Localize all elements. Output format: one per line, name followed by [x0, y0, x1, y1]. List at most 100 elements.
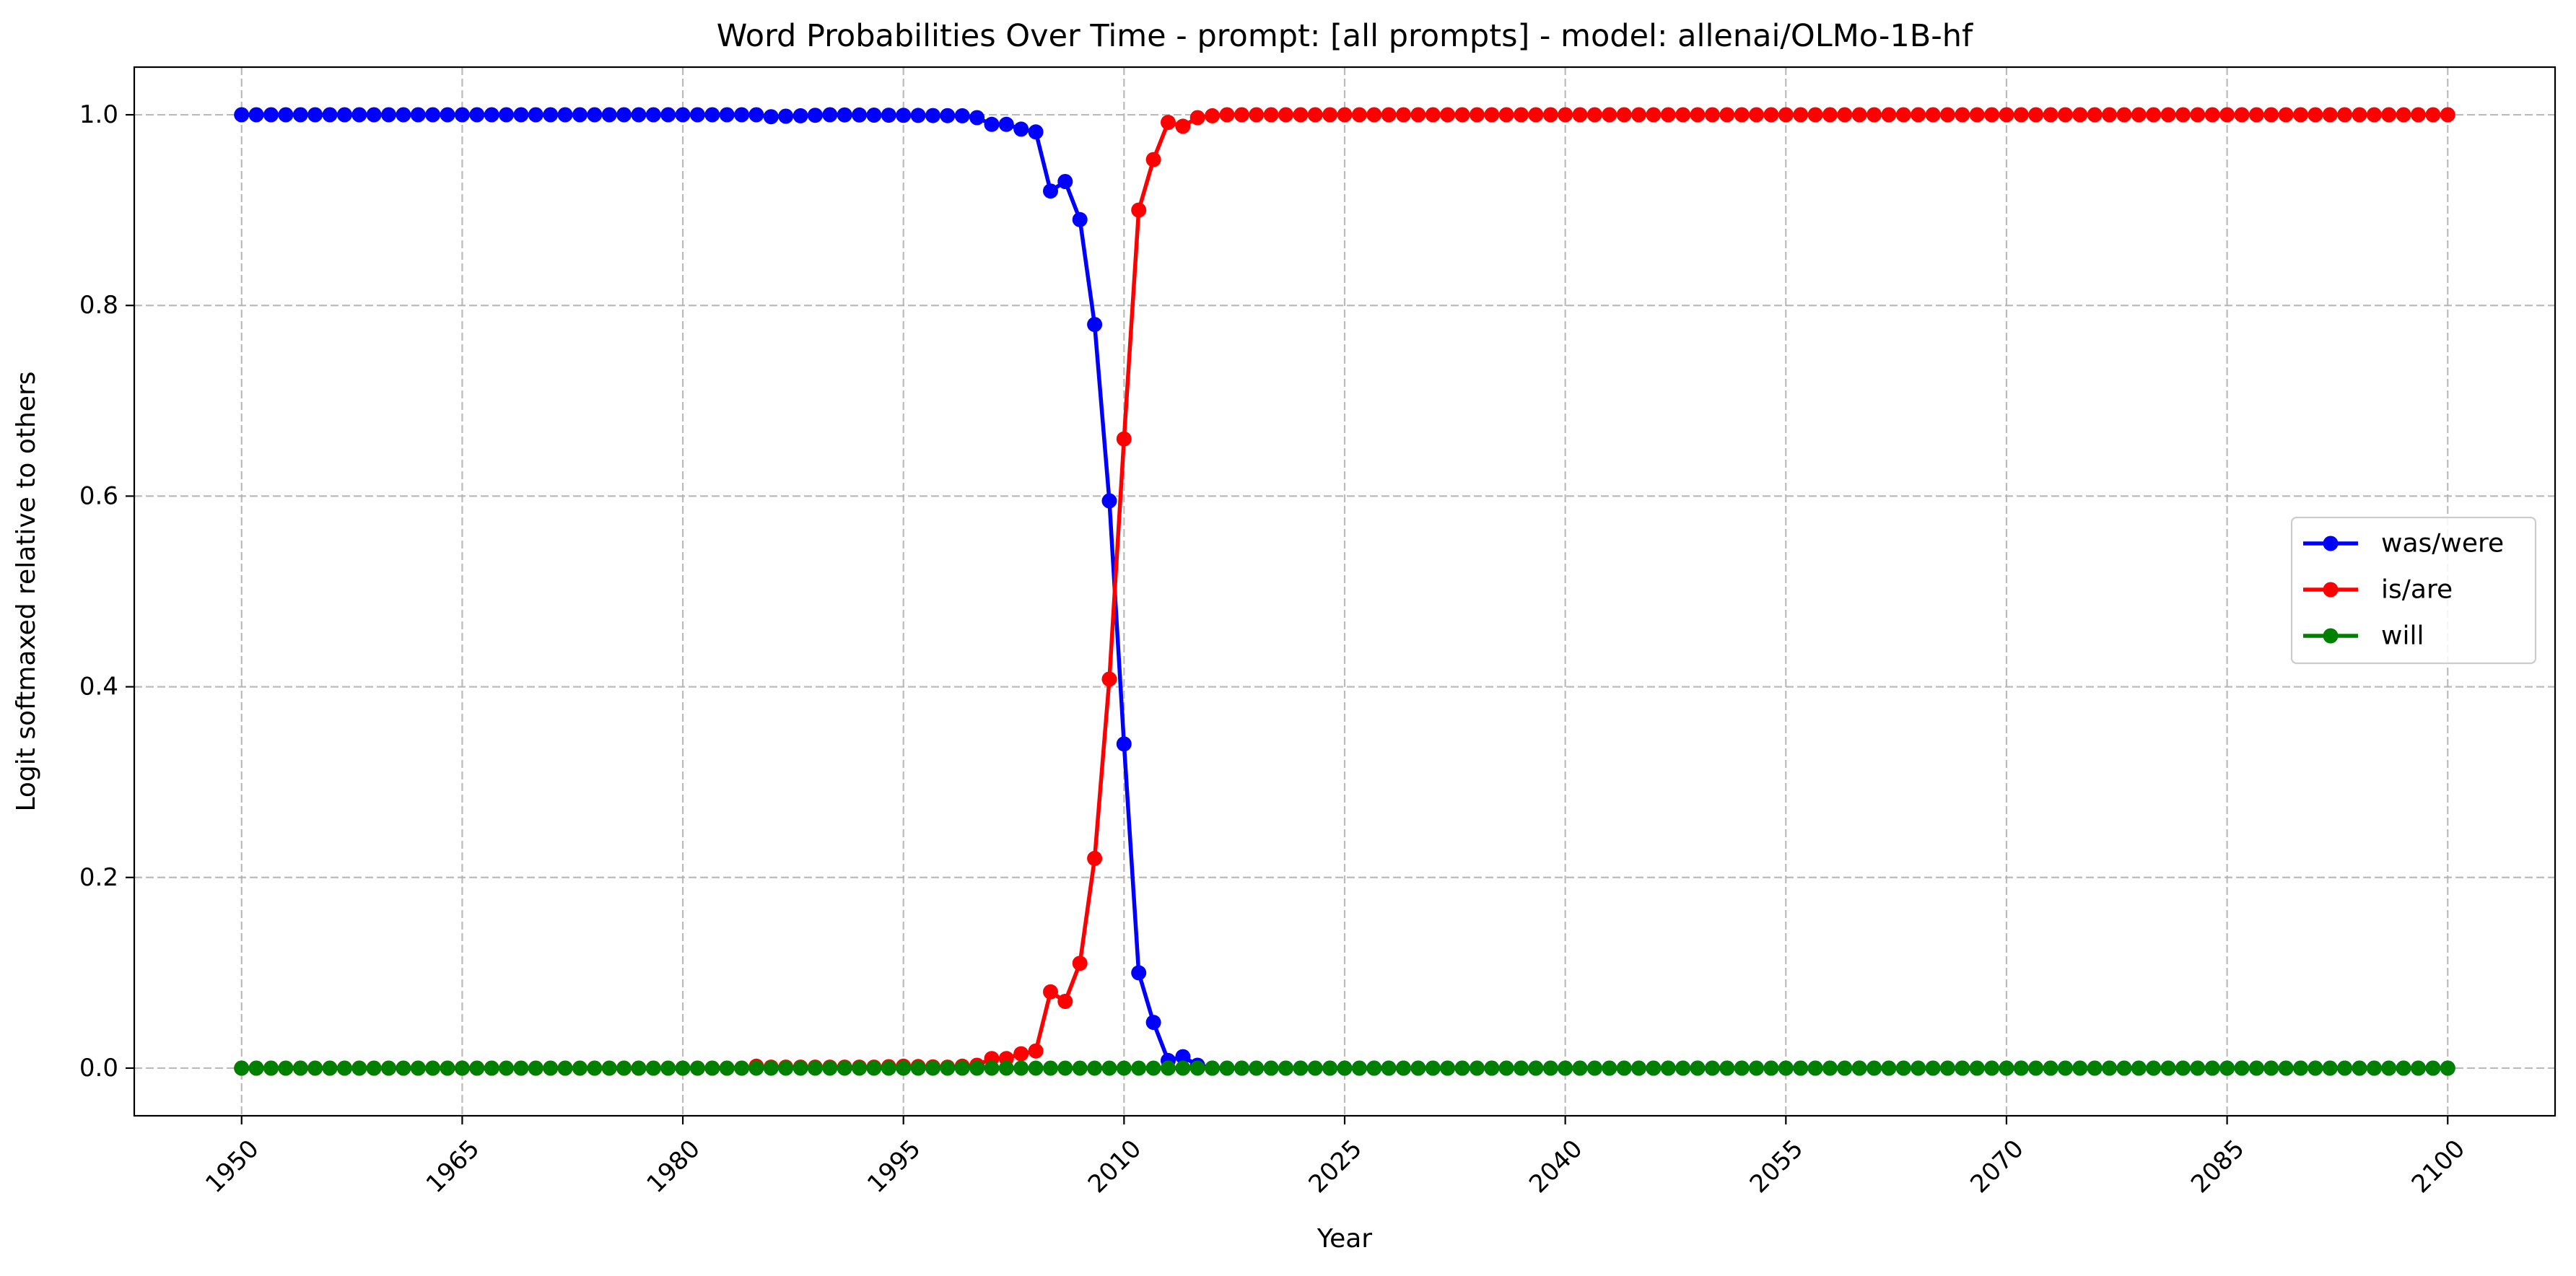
data-point	[1116, 736, 1132, 752]
data-point	[248, 1060, 264, 1076]
data-point	[1763, 1060, 1779, 1076]
data-point	[2190, 1060, 2206, 1076]
data-point	[557, 107, 573, 123]
data-point	[2058, 1060, 2073, 1076]
data-point	[1469, 1060, 1485, 1076]
data-point	[322, 107, 338, 123]
data-point	[616, 1060, 632, 1076]
data-point	[1895, 1060, 1911, 1076]
data-point	[352, 107, 367, 123]
data-point	[1558, 107, 1573, 123]
data-point	[1528, 1060, 1544, 1076]
y-axis-label: Logit softmaxed relative to others	[12, 371, 41, 811]
data-point	[2013, 107, 2029, 123]
data-point	[837, 1060, 852, 1076]
data-point	[1660, 1060, 1676, 1076]
data-point	[2028, 1060, 2044, 1076]
data-point	[2352, 1060, 2367, 1076]
data-point	[1778, 1060, 1794, 1076]
data-point	[1572, 1060, 1588, 1076]
data-point	[852, 107, 868, 123]
data-point	[852, 1060, 868, 1076]
data-point	[1498, 1060, 1514, 1076]
data-point	[1101, 1060, 1117, 1076]
data-point	[1072, 1060, 1088, 1076]
data-point	[1057, 994, 1073, 1009]
data-point	[1189, 110, 1205, 126]
y-tick-label: 0.4	[79, 673, 118, 702]
data-point	[292, 107, 308, 123]
data-point	[1704, 107, 1720, 123]
data-point	[1161, 1060, 1176, 1076]
data-point	[1189, 1060, 1205, 1076]
data-point	[1881, 1060, 1897, 1076]
data-point	[1043, 183, 1058, 199]
data-point	[1425, 107, 1441, 123]
legend-item: is/are	[2303, 575, 2453, 605]
data-point	[1175, 1049, 1191, 1065]
data-point	[793, 1060, 808, 1076]
data-point	[1719, 107, 1735, 123]
data-point	[543, 107, 559, 123]
y-tick-label: 0.8	[79, 291, 118, 320]
data-point	[1013, 1046, 1029, 1062]
data-point	[1145, 152, 1161, 167]
data-point	[1851, 1060, 1867, 1076]
data-point	[1955, 1060, 1970, 1076]
data-point	[807, 1060, 823, 1076]
data-point	[1969, 1060, 1985, 1076]
data-point	[1145, 1060, 1161, 1076]
data-point	[896, 108, 912, 123]
data-point	[1586, 1060, 1602, 1076]
data-point	[2293, 107, 2308, 123]
data-point	[1351, 107, 1367, 123]
data-point	[1616, 1060, 1632, 1076]
data-point	[1851, 107, 1867, 123]
data-point	[1322, 1060, 1338, 1076]
data-point	[322, 1060, 338, 1076]
data-point	[1984, 107, 2000, 123]
data-point	[2411, 107, 2426, 123]
data-point	[2396, 107, 2411, 123]
data-point	[704, 107, 720, 123]
data-point	[1293, 107, 1309, 123]
data-point	[513, 107, 529, 123]
data-point	[2396, 1060, 2411, 1076]
legend-label: was/were	[2381, 529, 2504, 559]
data-point	[1528, 107, 1544, 123]
data-point	[1498, 107, 1514, 123]
y-tick-label: 0.0	[79, 1054, 118, 1083]
data-point	[1234, 107, 1249, 123]
data-point	[1793, 1060, 1809, 1076]
data-point	[719, 107, 735, 123]
data-point	[940, 1060, 956, 1076]
data-point	[1822, 1060, 1838, 1076]
data-point	[896, 1060, 912, 1076]
data-point	[1043, 1060, 1058, 1076]
legend: was/were is/are will	[2290, 516, 2537, 665]
data-point	[1719, 1060, 1735, 1076]
data-point	[469, 107, 485, 123]
data-point	[1101, 671, 1117, 687]
data-point	[866, 1060, 882, 1076]
data-point	[2411, 1060, 2426, 1076]
data-point	[1043, 984, 1058, 1000]
data-point	[1939, 1060, 1955, 1076]
data-point	[410, 107, 426, 123]
data-point	[2366, 1060, 2382, 1076]
data-point	[1646, 1060, 1662, 1076]
data-point	[1278, 107, 1293, 123]
data-point	[778, 1060, 794, 1076]
data-point	[1660, 107, 1676, 123]
data-point	[689, 107, 705, 123]
data-point	[1366, 107, 1382, 123]
data-point	[763, 109, 779, 125]
data-point	[499, 107, 514, 123]
data-point	[954, 108, 970, 123]
data-point	[2175, 107, 2191, 123]
data-point	[1793, 107, 1809, 123]
data-point	[2322, 107, 2338, 123]
data-point	[2102, 1060, 2118, 1076]
